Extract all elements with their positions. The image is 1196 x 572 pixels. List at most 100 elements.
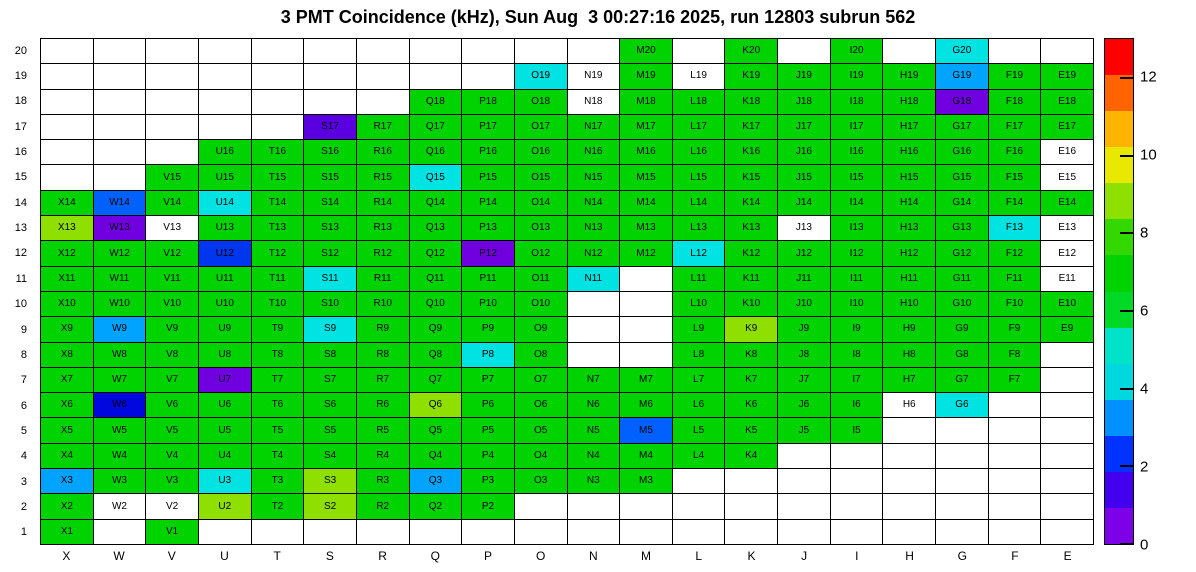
heatmap-cell-P5: P5 xyxy=(462,418,514,443)
heatmap-cell-L10: L10 xyxy=(672,291,725,317)
heatmap-cell-empty xyxy=(146,140,198,165)
heatmap-cell-S2: S2 xyxy=(304,494,356,519)
heatmap-cell-V11: V11 xyxy=(146,266,198,291)
heatmap-cell-E17: E17 xyxy=(1041,114,1093,140)
heatmap-cell-G9: G9 xyxy=(936,317,988,342)
y-axis-label: 8 xyxy=(20,348,27,361)
heatmap-cell-I17: I17 xyxy=(830,114,883,140)
heatmap-cell-X6: X6 xyxy=(41,393,93,418)
heatmap-cell-T16: T16 xyxy=(251,140,304,165)
heatmap-cell-M12: M12 xyxy=(620,241,672,266)
heatmap-cell-J9: J9 xyxy=(778,317,830,342)
heatmap-cell-J17: J17 xyxy=(778,114,830,140)
heatmap-cell-R14: R14 xyxy=(356,190,409,216)
heatmap-cell-H15: H15 xyxy=(883,165,936,190)
heatmap-cell-L6: L6 xyxy=(672,393,725,418)
heatmap-cell-I8: I8 xyxy=(830,342,883,367)
heatmap-cell-J7: J7 xyxy=(778,367,830,393)
heatmap-cell-H8: H8 xyxy=(883,342,936,367)
heatmap-cell-S14: S14 xyxy=(304,190,356,216)
y-axis-label: 5 xyxy=(20,424,27,437)
heatmap-cell-V15: V15 xyxy=(146,165,198,190)
heatmap-cell-empty xyxy=(936,443,988,469)
heatmap-cell-E10: E10 xyxy=(1041,291,1093,317)
y-axis-label: 19 xyxy=(14,70,27,83)
heatmap-cell-W10: W10 xyxy=(93,291,146,317)
heatmap-cell-G12: G12 xyxy=(936,241,988,266)
heatmap-cell-H9: H9 xyxy=(883,317,936,342)
heatmap-cell-N13: N13 xyxy=(567,216,620,241)
heatmap-cell-empty xyxy=(988,469,1041,494)
heatmap-cell-empty xyxy=(146,39,198,64)
heatmap-cell-empty xyxy=(620,291,672,317)
heatmap-cell-empty xyxy=(778,519,830,544)
heatmap-cell-P14: P14 xyxy=(462,190,514,216)
heatmap-cell-S3: S3 xyxy=(304,469,356,494)
heatmap-cell-O13: O13 xyxy=(514,216,567,241)
x-axis-label: V xyxy=(167,549,176,563)
heatmap-cell-V12: V12 xyxy=(146,241,198,266)
heatmap-cell-U12: U12 xyxy=(198,241,251,266)
heatmap-cell-K18: K18 xyxy=(725,89,778,114)
heatmap-cell-K12: K12 xyxy=(725,241,778,266)
heatmap-cell-W6: W6 xyxy=(93,393,146,418)
heatmap-cell-W4: W4 xyxy=(93,443,146,469)
heatmap-cell-empty xyxy=(883,39,936,64)
heatmap-cell-J12: J12 xyxy=(778,241,830,266)
heatmap-cell-O9: O9 xyxy=(514,317,567,342)
colorbar-tick-label: 4 xyxy=(1140,380,1149,398)
heatmap-cell-H12: H12 xyxy=(883,241,936,266)
heatmap-cell-P11: P11 xyxy=(462,266,514,291)
heatmap-cell-S5: S5 xyxy=(304,418,356,443)
heatmap-cell-empty xyxy=(304,39,356,64)
heatmap-cell-J19: J19 xyxy=(778,64,830,89)
heatmap-cell-J16: J16 xyxy=(778,140,830,165)
heatmap-cell-M3: M3 xyxy=(620,469,672,494)
heatmap-cell-empty xyxy=(146,89,198,114)
y-axis-label: 17 xyxy=(14,120,27,133)
heatmap-cell-empty xyxy=(620,519,672,544)
heatmap-cell-V10: V10 xyxy=(146,291,198,317)
heatmap-cell-K5: K5 xyxy=(725,418,778,443)
heatmap-cell-G19: G19 xyxy=(936,64,988,89)
heatmap-cell-F10: F10 xyxy=(988,291,1041,317)
heatmap-cell-empty xyxy=(988,494,1041,519)
y-axis-label: 16 xyxy=(14,146,27,159)
heatmap-cell-empty xyxy=(725,519,778,544)
heatmap-cell-empty xyxy=(41,140,93,165)
heatmap-cell-N6: N6 xyxy=(567,393,620,418)
heatmap-cell-W14: W14 xyxy=(93,190,146,216)
heatmap-cell-U11: U11 xyxy=(198,266,251,291)
heatmap-cell-I9: I9 xyxy=(830,317,883,342)
heatmap-cell-R2: R2 xyxy=(356,494,409,519)
heatmap-cell-X13: X13 xyxy=(41,216,93,241)
heatmap-cell-I11: I11 xyxy=(830,266,883,291)
y-axis-label: 3 xyxy=(20,475,27,488)
heatmap-cell-Q3: Q3 xyxy=(409,469,462,494)
heatmap-cell-empty xyxy=(41,114,93,140)
heatmap-cell-Q8: Q8 xyxy=(409,342,462,367)
heatmap-cell-F12: F12 xyxy=(988,241,1041,266)
heatmap-cell-J5: J5 xyxy=(778,418,830,443)
y-axis-label: 2 xyxy=(20,500,27,513)
heatmap-cell-V4: V4 xyxy=(146,443,198,469)
heatmap-cell-empty xyxy=(778,39,830,64)
heatmap-cell-V6: V6 xyxy=(146,393,198,418)
heatmap-cell-T12: T12 xyxy=(251,241,304,266)
heatmap-cell-empty xyxy=(198,114,251,140)
heatmap-cell-empty xyxy=(567,39,620,64)
heatmap-cell-empty xyxy=(1041,367,1093,393)
heatmap-cell-U4: U4 xyxy=(198,443,251,469)
heatmap-cell-empty xyxy=(936,519,988,544)
x-axis-label: Q xyxy=(430,549,440,563)
heatmap-cell-M16: M16 xyxy=(620,140,672,165)
heatmap-cell-U5: U5 xyxy=(198,418,251,443)
heatmap-cell-T5: T5 xyxy=(251,418,304,443)
heatmap-cell-G11: G11 xyxy=(936,266,988,291)
chart-title: 3 PMT Coincidence (kHz), Sun Aug 3 00:27… xyxy=(280,7,916,27)
heatmap-cell-T15: T15 xyxy=(251,165,304,190)
heatmap-cell-W2: W2 xyxy=(93,494,146,519)
y-axis-label: 9 xyxy=(20,323,27,336)
heatmap-cell-empty xyxy=(830,494,883,519)
